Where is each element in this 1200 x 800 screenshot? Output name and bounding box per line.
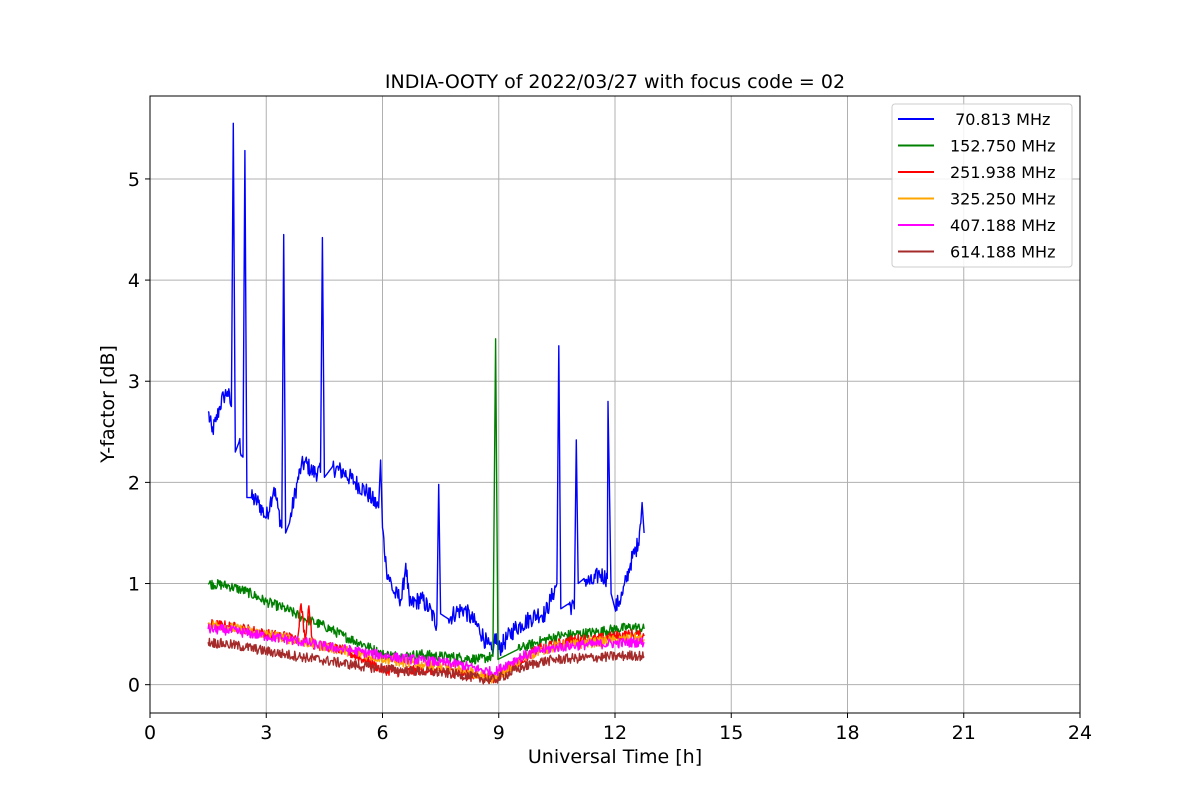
legend-label-1: 152.750 MHz <box>950 137 1055 156</box>
y-tick-label: 0 <box>128 675 140 697</box>
legend-label-3: 325.250 MHz <box>950 190 1055 209</box>
legend-label-2: 251.938 MHz <box>950 163 1055 182</box>
x-tick-label: 15 <box>719 722 743 744</box>
x-tick-label: 18 <box>835 722 859 744</box>
y-axis-ticks: 0 1 2 3 4 5 <box>128 169 150 697</box>
x-tick-label: 9 <box>493 722 505 744</box>
series-lines <box>207 122 645 685</box>
series-line-0 <box>207 122 645 656</box>
x-tick-label: 24 <box>1068 722 1092 744</box>
legend-label-4: 407.188 MHz <box>950 216 1055 235</box>
x-axis-label: Universal Time [h] <box>528 746 702 768</box>
series-line-5 <box>207 637 645 685</box>
y-tick-label: 3 <box>128 371 140 393</box>
y-axis-label: Y-factor [dB] <box>97 345 119 464</box>
x-tick-label: 3 <box>260 722 272 744</box>
legend-box <box>891 103 1073 268</box>
y-tick-label: 4 <box>128 270 140 292</box>
y-tick-label: 5 <box>128 169 140 191</box>
chart-title: INDIA-OOTY of 2022/03/27 with focus code… <box>385 71 845 93</box>
series-line-4 <box>207 623 645 678</box>
legend: 70.813 MHz 152.750 MHz 251.938 MHz 325.250 … <box>891 103 1073 268</box>
y-tick-label: 1 <box>128 574 140 596</box>
legend-label-5: 614.188 MHz <box>950 243 1055 262</box>
y-tick-label: 2 <box>128 472 140 494</box>
x-tick-label: 0 <box>144 722 156 744</box>
x-tick-label: 6 <box>376 722 388 744</box>
x-tick-label: 21 <box>952 722 976 744</box>
legend-label-0: 70.813 MHz <box>950 110 1050 129</box>
x-axis-ticks: 0 3 6 9 12 15 18 21 24 <box>144 713 1092 744</box>
x-tick-label: 12 <box>603 722 627 744</box>
